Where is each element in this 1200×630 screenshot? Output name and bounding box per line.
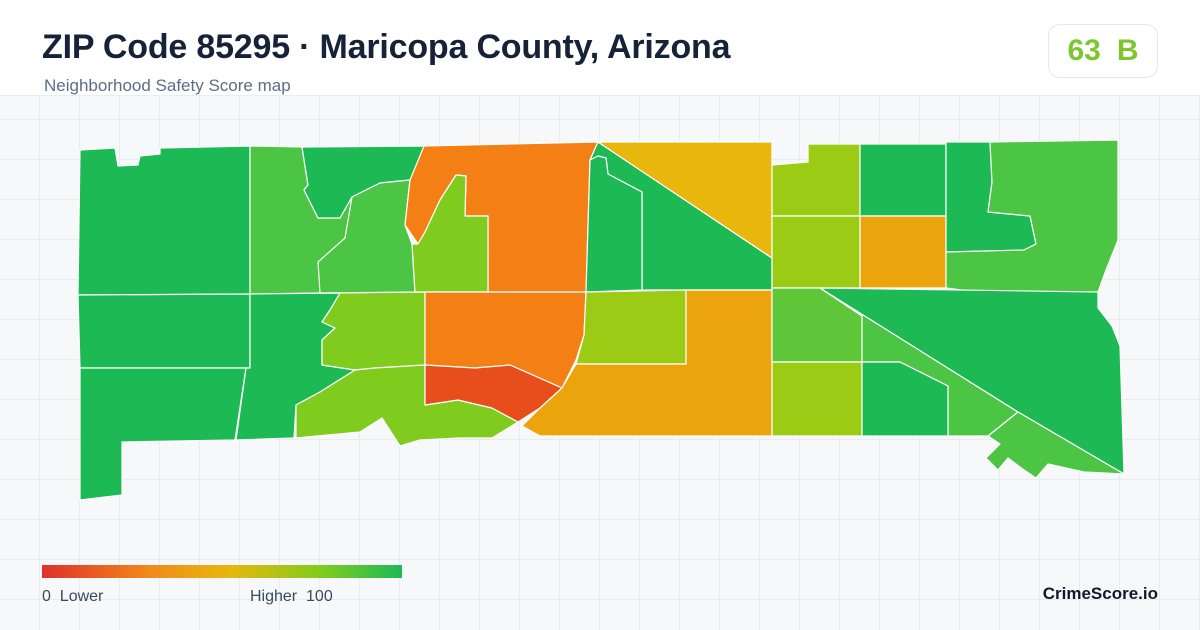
map-region[interactable] xyxy=(77,145,251,296)
map-region[interactable] xyxy=(424,364,563,423)
header-bar: ZIP Code 85295 · Maricopa County, Arizon… xyxy=(0,0,1200,96)
legend-min-label: Lower xyxy=(59,588,104,605)
map-region[interactable] xyxy=(411,174,489,293)
page-title: ZIP Code 85295 · Maricopa County, Arizon… xyxy=(42,28,731,66)
map-region[interactable] xyxy=(317,179,416,294)
map-region[interactable] xyxy=(575,289,687,365)
map-region[interactable] xyxy=(771,215,861,289)
legend-max-label: Higher xyxy=(250,588,298,605)
brand-logo-text[interactable]: CrimeScore.io xyxy=(1042,584,1158,603)
score-grade: B xyxy=(1116,34,1139,67)
map-region[interactable] xyxy=(771,143,861,217)
map-region[interactable] xyxy=(985,411,1125,479)
map-region[interactable] xyxy=(859,143,947,217)
score-badge: 63 B xyxy=(1048,24,1158,78)
legend-min-value: 0 xyxy=(42,588,51,605)
score-value: 63 xyxy=(1067,34,1101,67)
map-region[interactable] xyxy=(319,291,426,371)
legend-max: Higher 100 xyxy=(250,588,333,606)
map-region[interactable] xyxy=(77,293,251,369)
legend-gradient-bar xyxy=(42,565,402,578)
map-region[interactable] xyxy=(771,361,863,437)
map-region[interactable] xyxy=(79,367,247,501)
legend-max-value: 100 xyxy=(306,588,333,605)
map-region[interactable] xyxy=(859,215,947,289)
map-region[interactable] xyxy=(861,361,949,437)
map-region[interactable] xyxy=(945,139,1119,309)
legend-min: 0 Lower xyxy=(42,588,103,606)
page-subtitle: Neighborhood Safety Score map xyxy=(44,76,291,95)
